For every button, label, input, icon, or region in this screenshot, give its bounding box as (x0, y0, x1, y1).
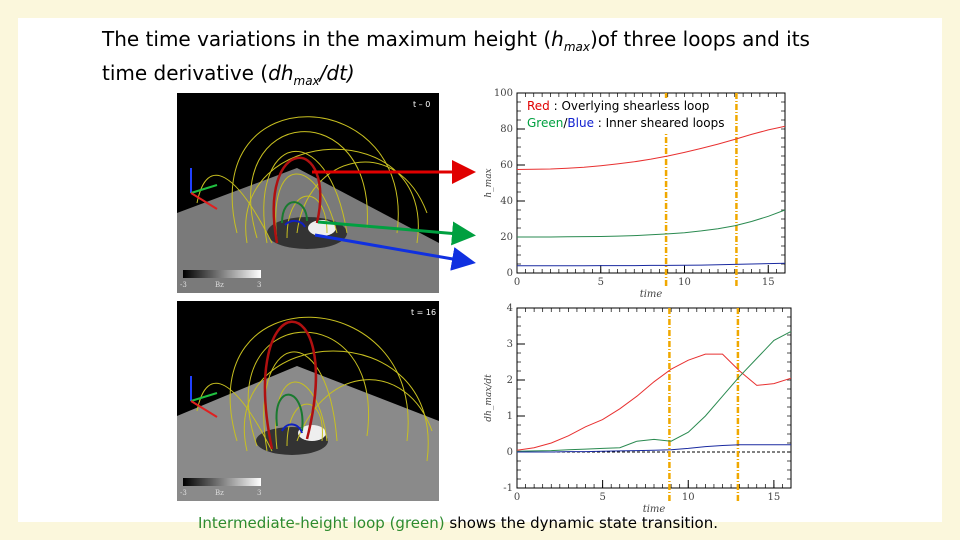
colorbar (183, 478, 261, 486)
series-line-blue (517, 444, 791, 453)
y-tick-label: 80 (500, 124, 513, 135)
legend-red-row: Red : Overlying shearless loop (527, 98, 724, 115)
colorbar-max: 3 (257, 281, 261, 289)
x-tick-label: 0 (514, 492, 520, 503)
slide-title: The time variations in the maximum heigh… (102, 26, 822, 94)
caption-green-part: Intermediate-height loop (green) (198, 514, 445, 532)
green-loop (281, 201, 308, 224)
legend-red-word: Red (527, 99, 550, 113)
x-axis-arrow (190, 192, 218, 210)
colorbar-label: Bz (215, 489, 224, 497)
legend-gb-text: : Inner sheared loops (593, 116, 725, 130)
y-axis-arrow (190, 392, 218, 402)
sim-time-label: t – 0 (413, 100, 430, 109)
title-line1-pre: The time variations in the maximum heigh… (102, 27, 552, 51)
plot-frame (516, 307, 792, 489)
title-sub-max-2: max (293, 74, 320, 88)
simulation-render-t0: t – 0 -3 Bz 3 (177, 100, 439, 293)
x-tick-label: 15 (762, 277, 775, 288)
sim-time-label: t = 16 (411, 308, 436, 317)
red-loop (263, 320, 317, 450)
simulation-image-t0: t – 0 -3 Bz 3 (177, 93, 439, 293)
x-axis-label: time (643, 504, 666, 515)
title-line2-pre: time derivative ( (102, 61, 269, 85)
colorbar-max: 3 (257, 489, 261, 497)
y-tick-label: 4 (507, 303, 513, 314)
positive-polarity (298, 425, 326, 441)
blue-loop (281, 423, 303, 434)
colorbar-label: Bz (215, 281, 224, 289)
colorbar (183, 270, 261, 278)
colorbar-min: -3 (180, 489, 187, 497)
x-axis-arrow (190, 400, 218, 418)
green-loop (275, 393, 304, 432)
simulation-render-t16: t = 16 -3 Bz 3 (177, 308, 439, 501)
y-tick-label: 1 (507, 411, 513, 422)
title-line1-post: )of three loops and its (589, 27, 810, 51)
chart-legend: Red : Overlying shearless loop Green/Blu… (525, 98, 727, 132)
y-tick-label: 3 (507, 339, 513, 350)
caption-rest: shows the dynamic state transition. (444, 514, 719, 532)
x-tick-label: 5 (599, 492, 605, 503)
negative-polarity (267, 217, 347, 249)
title-var-h: h (551, 27, 564, 51)
y-tick-label: 60 (500, 160, 513, 171)
series-line-blue (517, 262, 786, 267)
y-axis-label: dh_max/dt (484, 374, 494, 422)
legend-blue-word: Blue (567, 116, 594, 130)
x-tick-label: 15 (768, 492, 781, 503)
x-tick-label: 5 (598, 277, 604, 288)
series-line-red (516, 125, 786, 170)
y-tick-label: 0 (507, 447, 513, 458)
y-tick-label: 0 (507, 268, 513, 279)
title-line2-post: /dt) (319, 61, 355, 85)
legend-green-word: Green (527, 116, 564, 130)
y-tick-label: 100 (494, 88, 513, 99)
red-loop (272, 156, 322, 244)
y-tick-label: -1 (503, 483, 513, 494)
series-line-green (516, 330, 792, 452)
slide-caption: Intermediate-height loop (green) shows t… (198, 514, 718, 532)
y-tick-label: 2 (507, 375, 513, 386)
x-tick-label: 10 (678, 277, 691, 288)
simulation-image-t16: t = 16 -3 Bz 3 (177, 301, 439, 501)
legend-red-text: : Overlying shearless loop (549, 99, 710, 113)
x-axis-label: time (640, 289, 663, 300)
y-axis-label: h_max (484, 168, 494, 197)
positive-polarity (308, 220, 336, 236)
y-tick-label: 20 (500, 232, 513, 243)
x-tick-label: 0 (514, 277, 520, 288)
x-tick-label: 10 (682, 492, 695, 503)
series-line-red (516, 353, 792, 451)
legend-green-blue-row: Green/Blue : Inner sheared loops (527, 115, 724, 132)
colorbar-min: -3 (180, 281, 187, 289)
y-axis-arrow (190, 184, 218, 194)
title-var-dh: dh (268, 61, 294, 85)
legend-slash: / (563, 116, 568, 130)
series-line-green (517, 209, 786, 238)
y-tick-label: 40 (500, 196, 513, 207)
blue-loop (284, 219, 306, 228)
title-sub-max: max (563, 40, 590, 54)
